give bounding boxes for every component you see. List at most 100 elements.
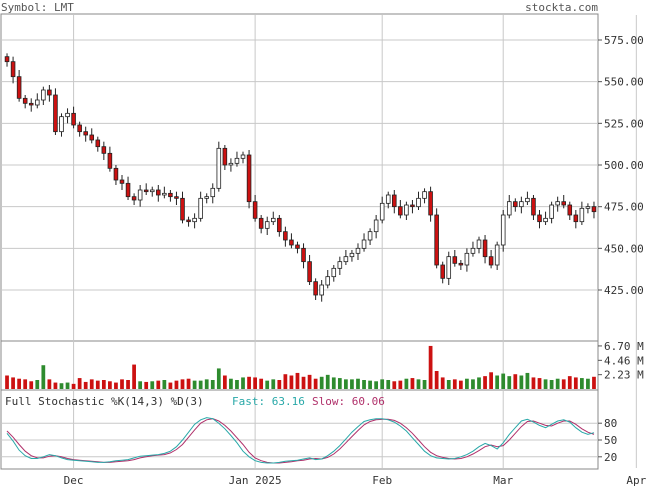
candle-body — [519, 201, 524, 208]
candle-body — [149, 189, 155, 193]
candle-body — [41, 89, 46, 101]
candle-body — [210, 187, 216, 198]
candle-body — [216, 147, 222, 189]
candle-body — [137, 189, 143, 201]
candle-body — [192, 217, 197, 223]
volume-bar — [344, 379, 348, 389]
candle-body — [573, 214, 579, 223]
volume-bar — [144, 381, 149, 389]
candle-body — [591, 206, 597, 213]
candle-body — [434, 214, 439, 266]
candle-body — [513, 201, 518, 208]
volume-bar — [11, 377, 15, 389]
volume-bar — [17, 378, 22, 389]
volume-bar — [519, 375, 524, 389]
volume-bar — [59, 383, 64, 389]
candle-body — [174, 196, 179, 199]
candle-body — [494, 244, 500, 266]
candle-body — [476, 239, 482, 249]
site-label[interactable]: stockta.com — [525, 1, 598, 14]
volume-bar — [350, 379, 354, 389]
candle-body — [35, 99, 40, 106]
volume-axis: 6.70 M4.46 M 2.23 M — [598, 340, 644, 382]
volume-bar — [356, 378, 360, 389]
candle-body — [458, 262, 464, 266]
candle-body — [4, 56, 10, 63]
candle-body — [440, 264, 445, 279]
candle-body — [325, 276, 331, 286]
price-tick-label: 550.00 — [604, 76, 644, 89]
volume-bar — [477, 377, 481, 389]
volume-bar — [465, 378, 469, 389]
candle-body — [567, 204, 573, 216]
volume-bar — [114, 382, 118, 389]
volume-bar — [150, 381, 155, 389]
candle-body — [289, 239, 294, 246]
candle-body — [319, 284, 324, 296]
volume-bar — [162, 380, 167, 389]
candle-body — [119, 179, 125, 184]
volume-bar — [507, 376, 512, 389]
volume-bar — [446, 380, 451, 389]
volume-bar — [235, 380, 239, 389]
candle-body — [252, 201, 258, 219]
volume-bar — [53, 382, 58, 389]
fast-line — [6, 417, 595, 464]
stochastic-axis: 80 50 20 — [598, 417, 617, 464]
candle-body — [464, 252, 470, 266]
candle-body — [428, 191, 433, 216]
candle-body — [59, 116, 64, 133]
volume-bar — [301, 376, 306, 389]
volume-bar — [368, 380, 372, 389]
volume-bar — [277, 380, 282, 389]
candle-body — [83, 131, 88, 136]
candle-body — [240, 154, 246, 159]
price-tick-label: 500.00 — [604, 159, 644, 172]
grid-lines — [1, 15, 637, 468]
stochastic-tick-label: 80 — [604, 417, 617, 430]
candle-body — [10, 61, 16, 78]
candle-body — [283, 231, 288, 241]
candle-body — [349, 252, 355, 258]
fast-label: Fast: 63.16 — [232, 395, 305, 408]
candle-body — [125, 182, 131, 198]
volume-bar — [434, 371, 439, 389]
candle-body — [452, 256, 458, 264]
volume-bar — [289, 375, 294, 389]
volume-bar — [331, 377, 336, 389]
date-tick-label: Feb — [372, 474, 392, 486]
volume-bar — [222, 375, 227, 389]
volume-bar — [83, 381, 88, 389]
volume-bar — [204, 379, 209, 389]
candle-body — [198, 197, 203, 219]
candle-body — [331, 267, 337, 278]
volume-bar — [319, 376, 324, 389]
volume-bar — [489, 372, 493, 389]
volume-bar — [265, 380, 270, 389]
candle-body — [53, 94, 58, 133]
volume-bars — [5, 345, 596, 389]
volume-bar — [120, 379, 124, 389]
volume-bar — [513, 374, 518, 389]
candle-body — [555, 201, 560, 206]
volume-bar — [337, 378, 342, 389]
candle-body — [355, 247, 361, 254]
candle-body — [107, 152, 113, 169]
candle-body — [204, 196, 209, 199]
candle-body — [373, 219, 379, 233]
volume-bar — [101, 380, 106, 389]
candle-body — [143, 189, 149, 193]
date-tick-label: Dec — [64, 474, 84, 486]
volume-bar — [592, 376, 596, 389]
candle-body — [531, 197, 536, 216]
volume-bar — [180, 379, 185, 389]
candle-body — [156, 189, 161, 196]
candle-body — [101, 146, 107, 154]
stochastic-lines — [6, 417, 595, 464]
volume-bar — [271, 379, 276, 389]
candle-body — [313, 281, 318, 296]
symbol-label: Symbol: LMT — [1, 1, 74, 14]
candle-body — [168, 192, 173, 198]
price-tick-label: 475.00 — [604, 201, 644, 214]
